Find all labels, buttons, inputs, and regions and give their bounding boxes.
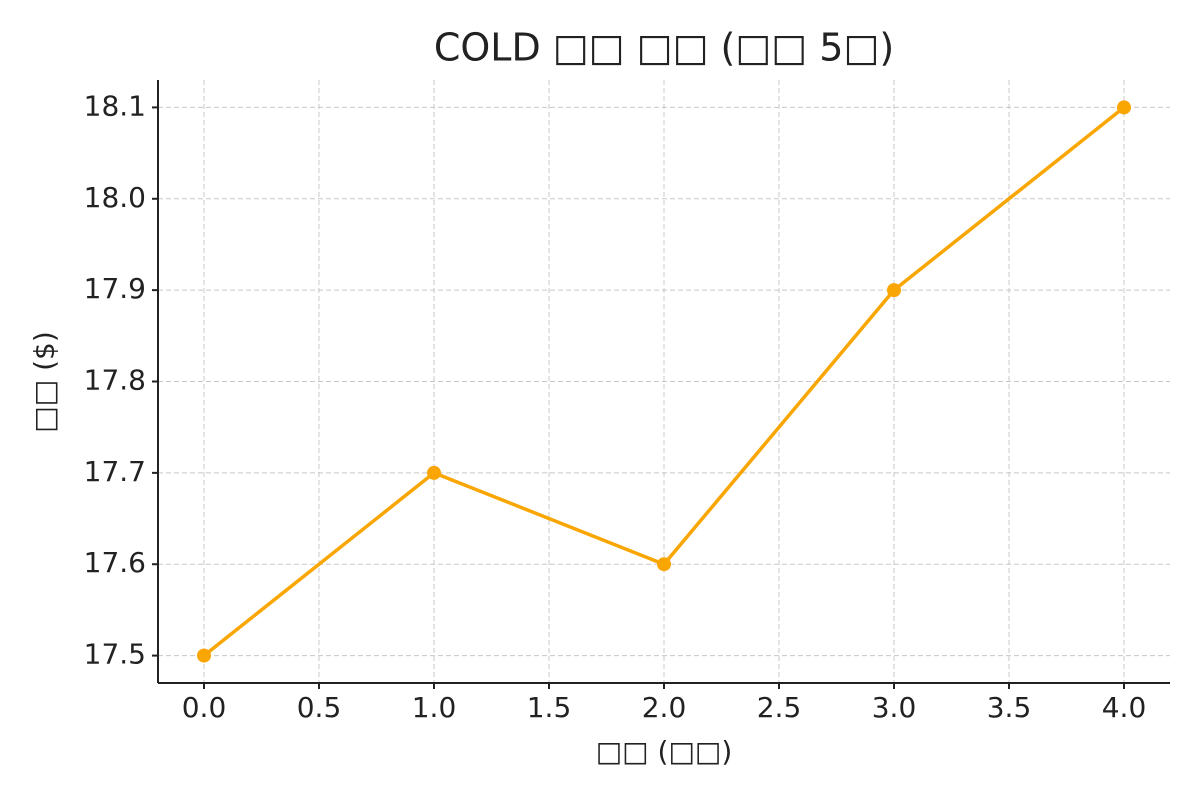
y-tick-label: 18.1: [84, 89, 146, 122]
x-tick-label: 2.5: [757, 691, 802, 724]
x-axis-label: □□ (□□): [596, 735, 733, 768]
x-tick-label: 0.5: [297, 691, 342, 724]
y-tick-label: 17.6: [84, 546, 146, 579]
y-tick-label: 17.9: [84, 272, 146, 305]
x-tick-label: 3.0: [872, 691, 917, 724]
chart-title: COLD □□ □□ (□□ 5□): [434, 26, 894, 70]
point: [657, 557, 671, 572]
x-tick-label: 4.0: [1102, 691, 1147, 724]
point: [887, 283, 901, 298]
x-tick-label: 1.5: [527, 691, 572, 724]
x-tick-label: 2.0: [642, 691, 687, 724]
point: [427, 465, 441, 480]
y-axis-label: □□ ($): [28, 331, 61, 432]
x-tick-label: 0.0: [182, 691, 227, 724]
y-tick-label: 18.0: [84, 181, 146, 214]
x-tick-label: 1.0: [412, 691, 457, 724]
y-tick-label: 17.7: [84, 455, 146, 488]
y-tick-label: 17.5: [84, 638, 146, 671]
point: [197, 648, 211, 663]
x-tick-label: 3.5: [987, 691, 1032, 724]
point: [1117, 100, 1131, 115]
y-tick-label: 17.8: [84, 364, 146, 397]
